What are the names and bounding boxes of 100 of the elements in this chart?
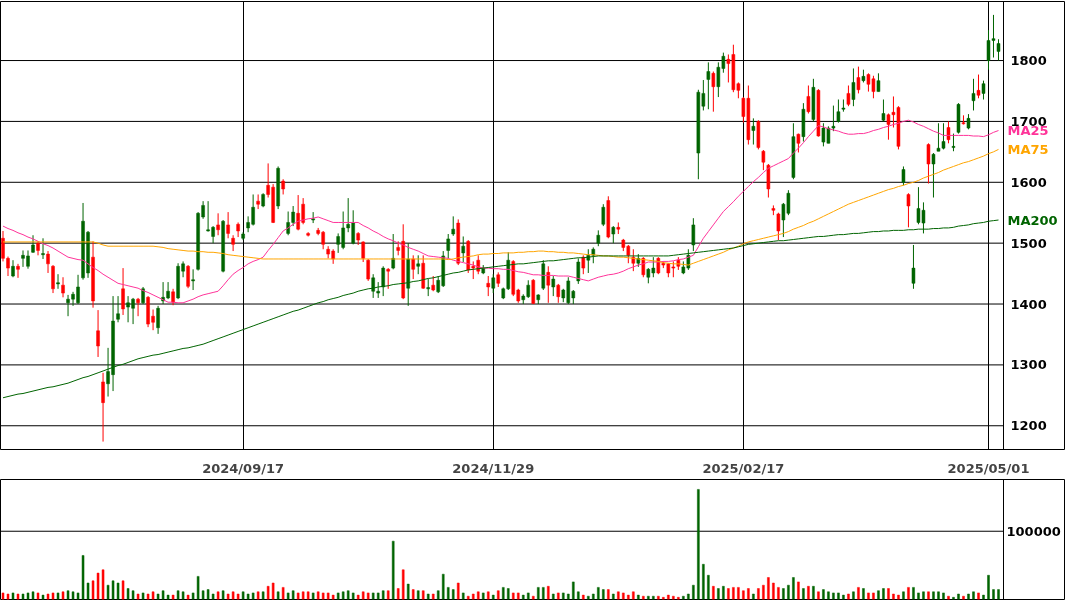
y-tick-label: 1800 — [1010, 53, 1047, 69]
bar — [512, 592, 515, 600]
bar — [431, 593, 435, 600]
bar — [376, 592, 380, 600]
bar — [612, 593, 615, 600]
bar — [411, 589, 415, 600]
bar — [632, 591, 635, 600]
bar — [276, 591, 280, 600]
bar — [261, 591, 265, 600]
candlestick — [216, 212, 220, 236]
bar — [682, 595, 685, 600]
bar — [567, 593, 570, 600]
bar — [752, 593, 755, 600]
bar — [647, 595, 650, 600]
candlestick — [601, 203, 606, 227]
bar — [326, 592, 330, 600]
bar — [451, 589, 455, 600]
bar — [767, 577, 770, 600]
candlestick — [446, 233, 450, 259]
bar — [492, 594, 495, 600]
bar — [186, 594, 190, 600]
bar — [56, 592, 60, 600]
bar — [61, 591, 65, 600]
bar — [777, 587, 780, 600]
bar — [421, 590, 425, 600]
candlestick — [911, 244, 916, 290]
bar — [361, 591, 365, 600]
candlestick — [156, 305, 160, 335]
bar — [707, 575, 710, 600]
bar — [702, 564, 705, 600]
bar — [216, 591, 220, 600]
bar — [141, 592, 145, 600]
candlestick — [711, 71, 716, 113]
bar — [121, 580, 125, 600]
bar — [917, 592, 920, 600]
bar — [171, 594, 175, 600]
bar — [221, 590, 225, 600]
bar — [471, 593, 475, 600]
bar — [486, 591, 490, 600]
candlestick — [121, 267, 125, 316]
candlestick — [876, 72, 881, 93]
candlestick — [856, 66, 861, 94]
bar — [942, 592, 945, 600]
bar — [652, 595, 655, 600]
bar — [862, 588, 865, 600]
bar — [476, 591, 480, 600]
bar — [967, 593, 970, 600]
candlestick — [586, 248, 591, 274]
candlestick — [411, 254, 415, 280]
bar — [997, 589, 1000, 600]
bar — [657, 595, 660, 600]
candlestick — [386, 267, 390, 290]
bar — [572, 581, 575, 600]
candlestick — [256, 193, 260, 210]
bar — [797, 581, 800, 600]
bar — [587, 595, 590, 600]
bar — [622, 592, 625, 600]
bar — [602, 589, 605, 600]
bar — [301, 591, 305, 600]
candlestick — [391, 233, 395, 270]
bar — [717, 588, 720, 600]
bar — [577, 591, 580, 600]
candlestick — [631, 248, 636, 272]
bar — [727, 588, 730, 600]
candlestick — [451, 215, 455, 237]
bar — [16, 593, 20, 600]
candlestick — [981, 80, 986, 100]
candlestick — [776, 212, 781, 241]
bar — [857, 587, 860, 600]
bar — [136, 593, 140, 600]
bar — [582, 594, 585, 600]
bar — [842, 594, 845, 600]
bar — [667, 594, 670, 600]
bar — [827, 591, 830, 600]
candlestick — [461, 235, 465, 263]
bar — [772, 582, 775, 600]
candlestick — [581, 254, 586, 275]
bar — [306, 591, 310, 600]
bar — [992, 589, 995, 600]
bar — [321, 592, 325, 600]
bar — [927, 591, 930, 600]
candlestick — [751, 117, 756, 146]
candlestick — [556, 283, 561, 304]
bar — [637, 594, 640, 600]
bar — [351, 592, 355, 600]
bar — [532, 595, 535, 600]
bar — [11, 592, 15, 600]
bar — [907, 587, 910, 600]
bar — [662, 597, 665, 600]
bar — [912, 587, 915, 600]
candlestick — [116, 295, 120, 323]
bar — [381, 590, 385, 600]
bar — [456, 582, 460, 600]
bar — [366, 592, 370, 600]
y-tick-label: 1500 — [1010, 235, 1047, 251]
bar — [832, 592, 835, 600]
bar — [817, 591, 820, 600]
bar — [887, 588, 890, 600]
bar — [847, 593, 850, 600]
x-tick-label: 2025/02/17 — [702, 460, 785, 476]
